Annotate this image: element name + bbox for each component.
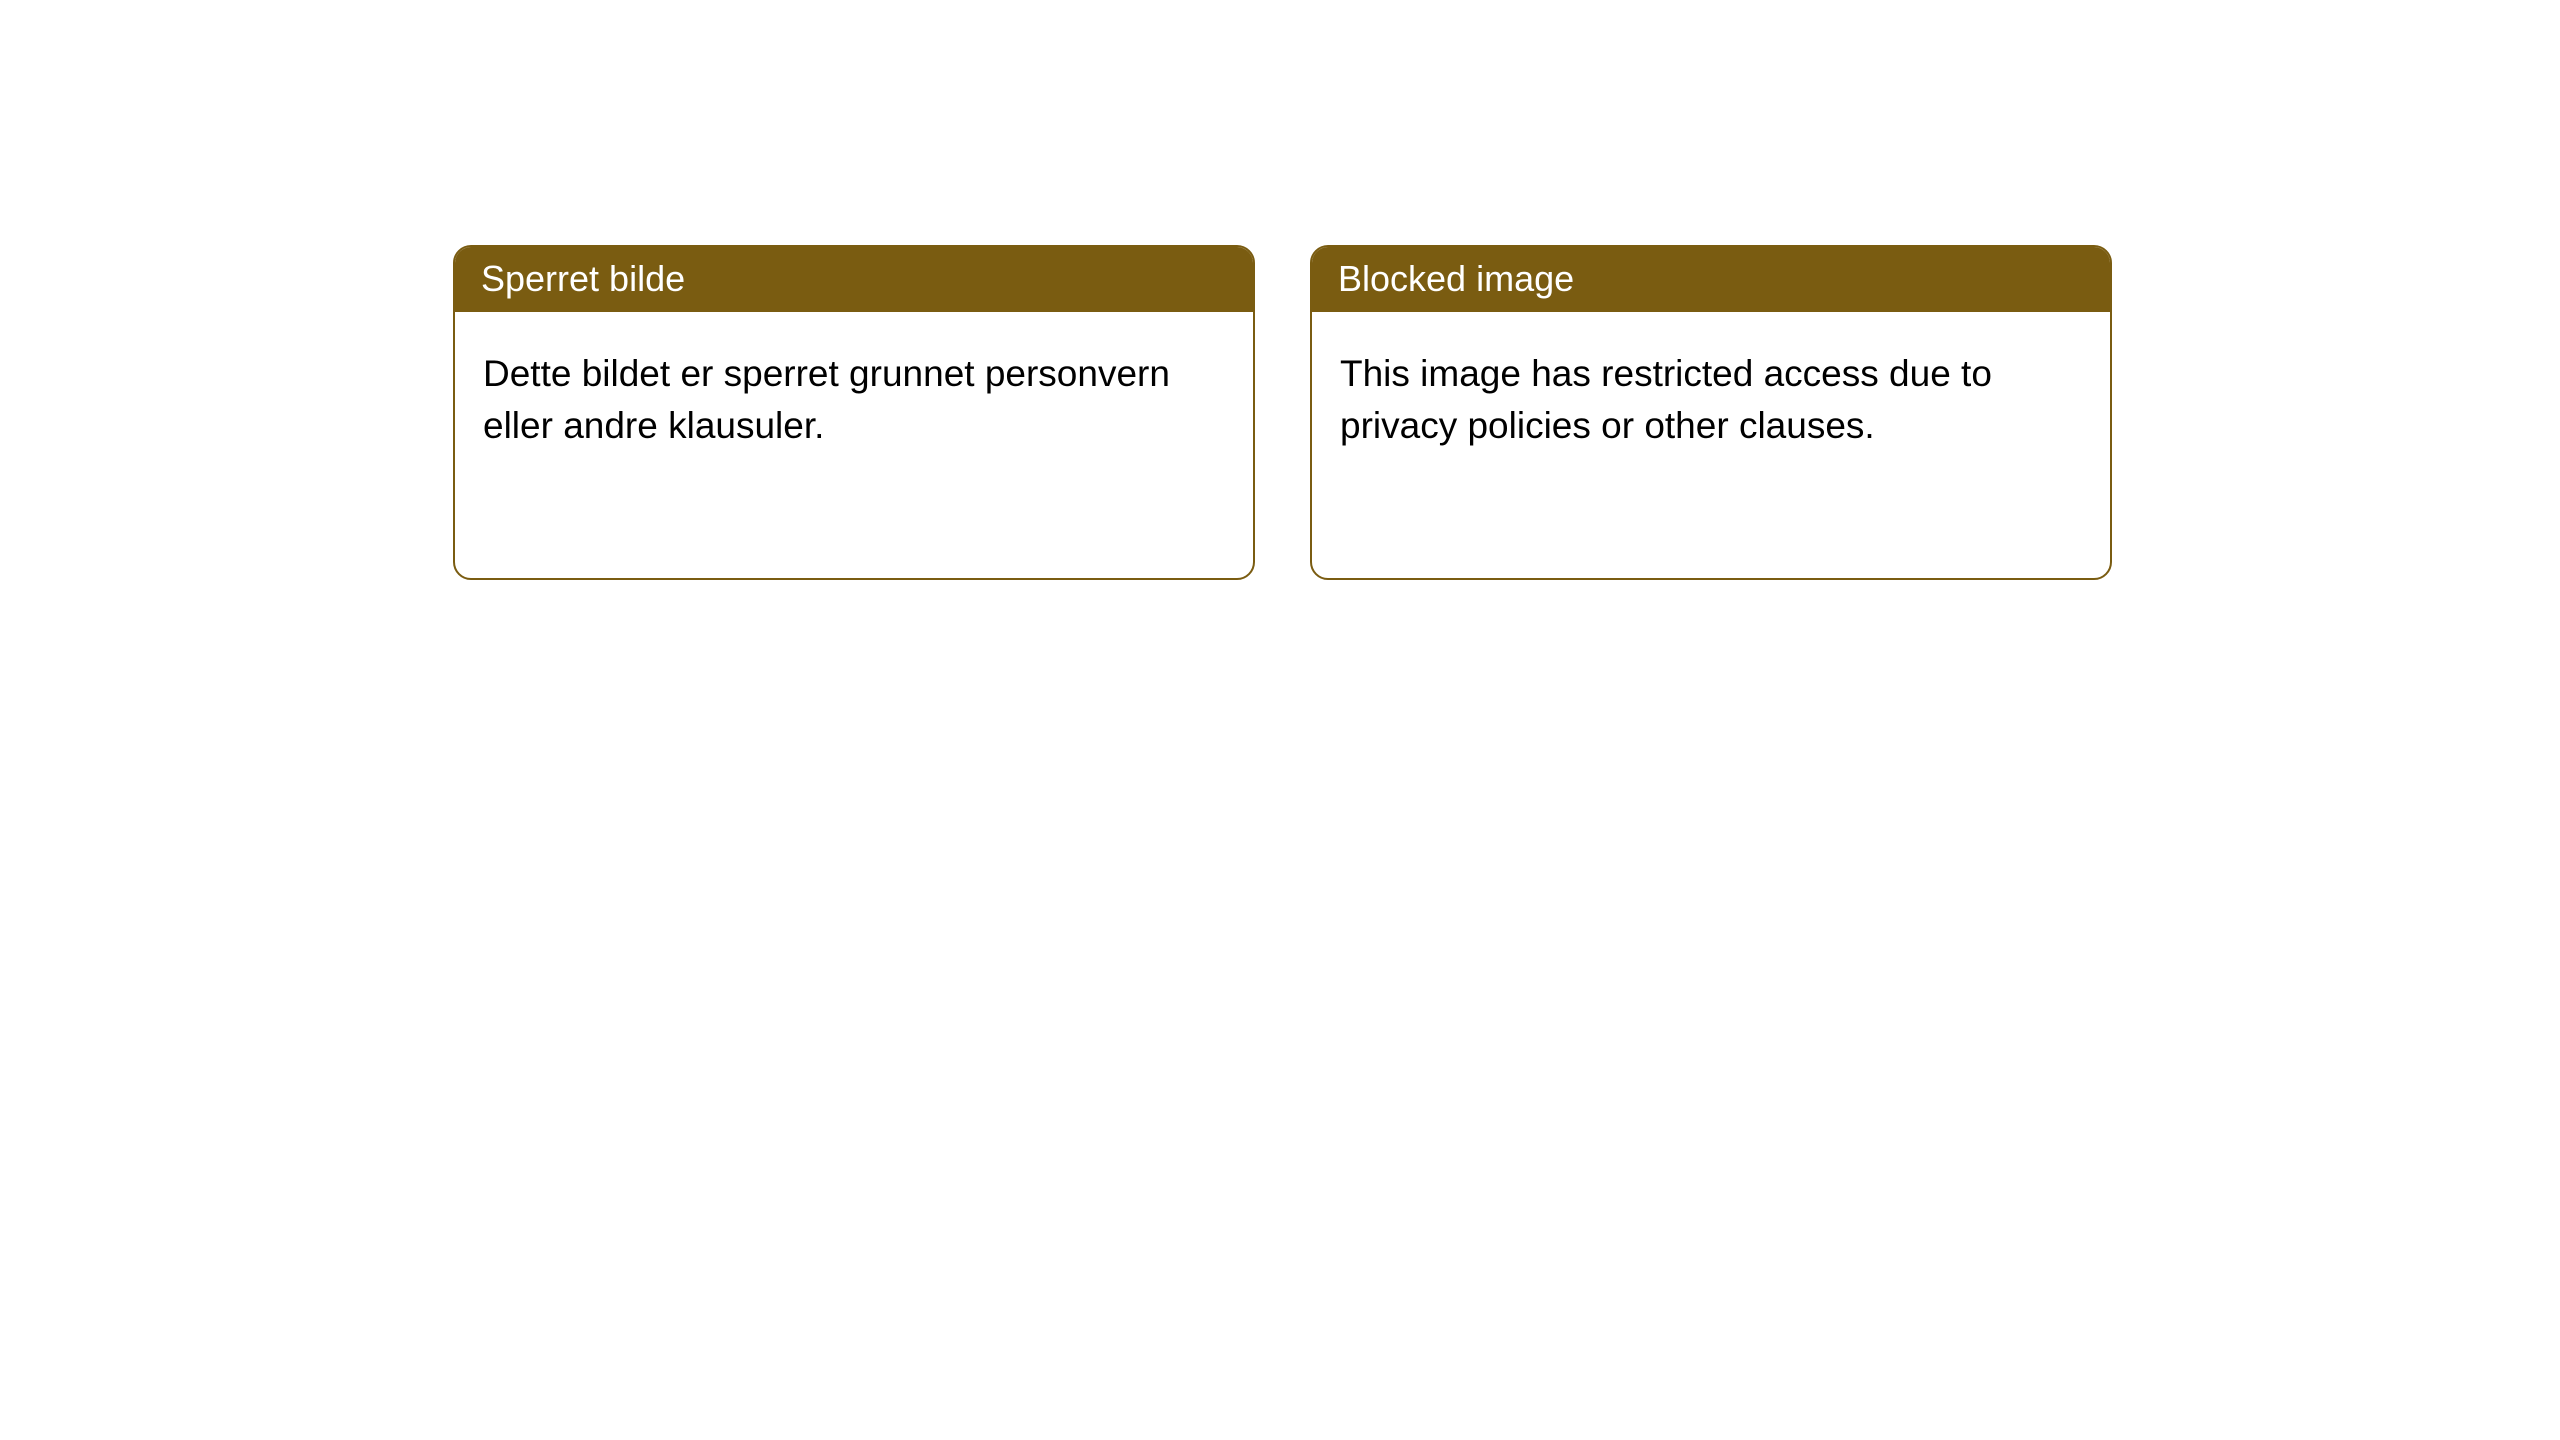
notice-card-body: Dette bildet er sperret grunnet personve… [455, 312, 1253, 488]
notice-card-header: Blocked image [1312, 247, 2110, 312]
notice-card-english: Blocked image This image has restricted … [1310, 245, 2112, 580]
notice-card-norwegian: Sperret bilde Dette bildet er sperret gr… [453, 245, 1255, 580]
notice-card-header: Sperret bilde [455, 247, 1253, 312]
notice-card-body: This image has restricted access due to … [1312, 312, 2110, 488]
notice-cards-container: Sperret bilde Dette bildet er sperret gr… [453, 245, 2560, 580]
